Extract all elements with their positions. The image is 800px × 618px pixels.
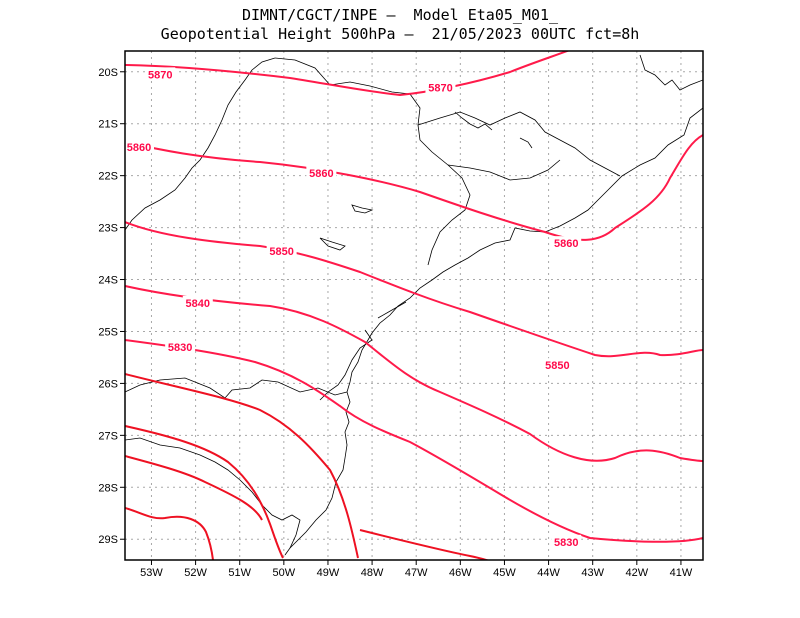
contour-label: 5860: [309, 168, 333, 180]
contour-5800: [125, 455, 263, 521]
contour-5810: [125, 425, 284, 559]
contour-label: 5850: [545, 360, 569, 372]
contour-label: 5860: [127, 142, 151, 154]
lat-tick-label: 28S: [98, 482, 118, 494]
contour-label-background: [145, 67, 176, 81]
contour-lines: [125, 51, 703, 560]
contour-label-background: [542, 358, 573, 372]
contour-5850: [125, 221, 703, 358]
lon-tick-label: 48W: [361, 567, 384, 579]
lake-outline: [454, 111, 493, 131]
contour-label-background: [425, 80, 456, 94]
contour-label-background: [306, 166, 337, 180]
axis-ticks: 53W 52W 51W 50W 49W 48W 47W 46W 45W 44W 43W 42W 41W 2…: [98, 67, 692, 579]
contour-label: 5830: [554, 537, 578, 549]
lat-tick-label: 24S: [98, 275, 118, 287]
state-border: [125, 437, 301, 549]
contour-5840: [125, 285, 703, 462]
contour-5820: [125, 373, 359, 559]
lake-outline: [351, 204, 374, 214]
contour-label-background: [124, 140, 154, 154]
lon-tick-label: 50W: [273, 567, 296, 579]
contour-label: 5860: [554, 238, 578, 250]
contour-label: 5840: [186, 298, 210, 310]
lon-tick-label: 49W: [317, 567, 340, 579]
contour-5870: [125, 51, 571, 97]
contour-label-background: [551, 236, 582, 250]
lon-tick-label: 43W: [581, 567, 604, 579]
contour-labels: 5870 5870 5860 5860 5860 5850 5850 5840 5830 5830: [124, 67, 582, 549]
lon-tick-label: 47W: [405, 567, 428, 579]
lat-tick-label: 26S: [98, 378, 118, 390]
contour-5780: [359, 529, 491, 560]
contour-label: 5830: [168, 342, 192, 354]
lon-tick-label: 42W: [626, 567, 649, 579]
contour-label: 5850: [269, 246, 293, 258]
state-border: [447, 159, 561, 181]
map-title-line-1: DIMNT/CGCT/INPE – Model Eta05_M01_: [241, 6, 559, 24]
contour-label-background: [165, 340, 196, 354]
lon-tick-label: 44W: [537, 567, 560, 579]
contour-label-background: [266, 243, 297, 257]
lon-tick-label: 46W: [449, 567, 472, 579]
state-border: [639, 54, 703, 91]
lat-tick-label: 27S: [98, 430, 118, 442]
lat-tick-label: 29S: [98, 534, 118, 546]
lat-tick-label: 20S: [98, 67, 118, 79]
contour-5790: [125, 507, 214, 560]
lake-outline: [319, 237, 346, 251]
grid-lines: [125, 51, 703, 560]
coastline: [284, 107, 703, 556]
contour-label-background: [551, 534, 582, 548]
lon-tick-label: 52W: [184, 567, 207, 579]
state-border: [417, 111, 621, 177]
contour-label-background: [182, 295, 213, 309]
map-frame: [124, 50, 704, 561]
lon-tick-label: 51W: [228, 567, 251, 579]
lake-outline: [519, 137, 533, 149]
map-title-line-2: Geopotential Height 500hPa – 21/05/2023 …: [160, 25, 640, 43]
state-border: [125, 57, 276, 231]
lat-tick-label: 23S: [98, 223, 118, 235]
contour-5860: [125, 134, 703, 241]
contour-label: 5870: [148, 69, 172, 81]
lon-tick-label: 45W: [493, 567, 516, 579]
contour-label: 5870: [428, 82, 452, 94]
lat-tick-label: 22S: [98, 171, 118, 183]
lon-tick-label: 53W: [140, 567, 163, 579]
lon-tick-label: 41W: [670, 567, 693, 579]
state-border: [319, 329, 373, 401]
lake-outline: [377, 301, 407, 319]
lat-tick-label: 25S: [98, 326, 118, 338]
contour-5830: [125, 339, 703, 543]
lat-tick-label: 21S: [98, 119, 118, 131]
